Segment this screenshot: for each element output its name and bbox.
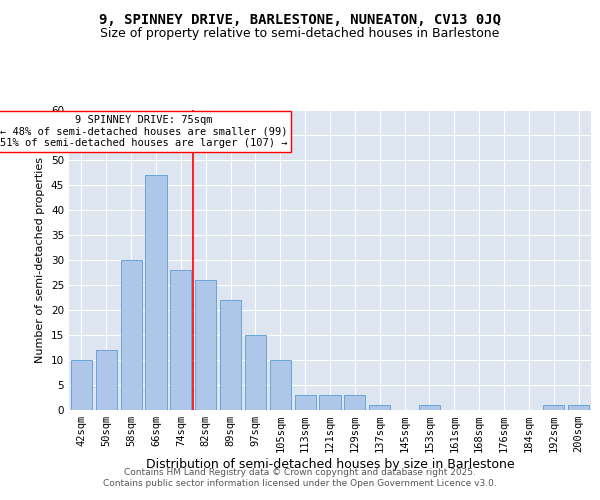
Bar	[568, 405, 589, 410]
X-axis label: Distribution of semi-detached houses by size in Barlestone: Distribution of semi-detached houses by …	[146, 458, 514, 471]
Bar	[344, 395, 365, 410]
Y-axis label: Number of semi-detached properties: Number of semi-detached properties	[35, 157, 46, 363]
Text: 9 SPINNEY DRIVE: 75sqm
← 48% of semi-detached houses are smaller (99)
51% of sem: 9 SPINNEY DRIVE: 75sqm ← 48% of semi-det…	[0, 115, 287, 148]
Bar	[319, 395, 341, 410]
Bar	[295, 395, 316, 410]
Bar	[270, 360, 291, 410]
Text: Size of property relative to semi-detached houses in Barlestone: Size of property relative to semi-detach…	[100, 28, 500, 40]
Bar	[369, 405, 390, 410]
Bar	[71, 360, 92, 410]
Text: Contains HM Land Registry data © Crown copyright and database right 2025.
Contai: Contains HM Land Registry data © Crown c…	[103, 468, 497, 487]
Bar	[195, 280, 216, 410]
Bar	[170, 270, 191, 410]
Bar	[96, 350, 117, 410]
Bar	[419, 405, 440, 410]
Bar	[245, 335, 266, 410]
Bar	[543, 405, 564, 410]
Bar	[121, 260, 142, 410]
Text: 9, SPINNEY DRIVE, BARLESTONE, NUNEATON, CV13 0JQ: 9, SPINNEY DRIVE, BARLESTONE, NUNEATON, …	[99, 12, 501, 26]
Bar	[220, 300, 241, 410]
Bar	[145, 175, 167, 410]
